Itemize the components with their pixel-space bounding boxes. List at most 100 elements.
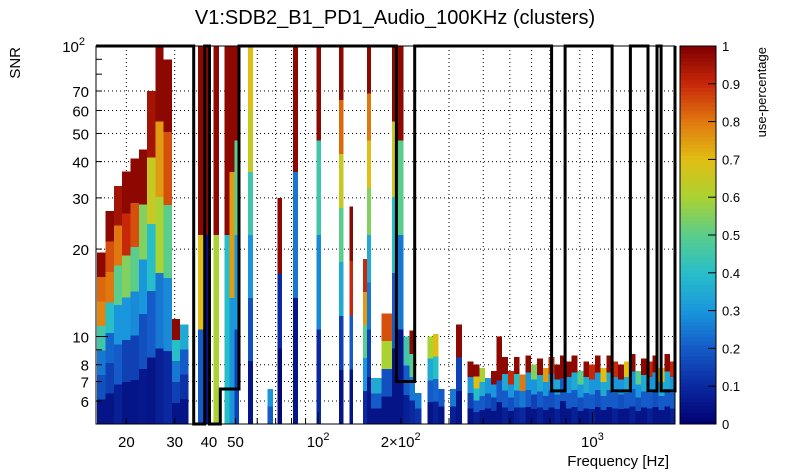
colorbar-segment	[680, 129, 716, 134]
heatmap-cell	[455, 357, 462, 391]
colorbar-segment	[680, 269, 716, 274]
colorbar-segment	[680, 204, 716, 210]
heatmap-cell	[490, 410, 497, 424]
colorbar-segment	[680, 185, 716, 191]
heatmap-cell	[224, 235, 230, 424]
heatmap-cell	[363, 258, 368, 292]
heatmap-cell	[536, 391, 543, 408]
heatmap-cell	[617, 364, 624, 380]
heatmap-cell	[565, 377, 572, 393]
heatmap-cell	[147, 157, 156, 225]
heatmap-cell	[367, 282, 372, 330]
colorbar: 0 0.1 0.2 0.3 0.4 0.5 0.6 0.7 0.8 0.9 1	[679, 39, 740, 432]
colorbar-segment	[680, 306, 716, 312]
heatmap-cell	[450, 388, 456, 407]
heatmap-cell	[171, 360, 181, 382]
heatmap-cell	[496, 358, 503, 381]
heatmap-cell	[502, 407, 509, 424]
heatmap-cell	[606, 406, 613, 424]
heatmap-cell	[600, 367, 607, 382]
heatmap-cell	[485, 393, 491, 409]
heatmap-cell	[138, 259, 148, 315]
heatmap-cell	[397, 46, 404, 141]
heatmap-cell	[427, 402, 433, 424]
heatmap-cell	[623, 392, 630, 409]
heatmap-cell	[113, 344, 123, 385]
heatmap-cell	[409, 400, 416, 424]
heatmap-cell	[392, 197, 398, 273]
heatmap-cell	[485, 408, 491, 424]
colorbar-segment	[680, 238, 716, 244]
heatmap-cell	[122, 171, 131, 214]
chart-title: V1:SDB2_B1_PD1_Audio_100KHz (clusters)	[195, 7, 595, 29]
heatmap-cell	[646, 392, 653, 409]
heatmap-cell	[155, 348, 164, 424]
colorbar-segment	[680, 197, 716, 202]
heatmap-cell	[155, 121, 164, 198]
heatmap-cell	[554, 409, 561, 424]
heatmap-cell	[571, 372, 578, 390]
heatmap-cell	[138, 314, 148, 370]
colorbar-segment	[680, 257, 716, 262]
plot-border	[95, 45, 676, 425]
colorbar-segment	[680, 340, 716, 346]
heatmap-cell	[234, 46, 240, 141]
heatmap-cell	[267, 388, 274, 407]
colorbar-segment	[680, 276, 716, 281]
colorbar-segment	[680, 374, 716, 380]
heatmap-cell	[363, 390, 368, 424]
colorbar-segment	[680, 144, 716, 149]
colorbar-segment	[680, 303, 716, 308]
heatmap-cell	[247, 235, 254, 298]
colorbar-segment	[680, 348, 716, 353]
heatmap-cell	[438, 406, 445, 424]
colorbar-segment	[680, 382, 716, 387]
heatmap-cell	[664, 389, 671, 407]
heatmap-cell	[180, 399, 189, 424]
heatmap-cell	[589, 409, 595, 424]
colorbar-segment	[680, 287, 716, 293]
heatmap-cell	[138, 149, 148, 205]
heatmap-cell	[293, 298, 299, 424]
heatmap-cell	[247, 298, 254, 361]
heatmap-cell	[496, 402, 503, 424]
colorbar-tick-label: 0.2	[722, 341, 740, 356]
heatmap-cell	[485, 377, 491, 394]
heatmap-cell	[180, 374, 189, 400]
x-axis-ticks: 20 30 40 50 102 2×102 103	[118, 412, 604, 451]
x-tick-label: 20	[118, 434, 135, 451]
heatmap-cell	[180, 349, 189, 375]
colorbar-segment	[680, 310, 716, 315]
heatmap-cell	[641, 374, 647, 392]
heatmap-cell	[105, 302, 114, 333]
x-axis-label: Frequency [Hz]	[567, 453, 669, 470]
heatmap-cell	[367, 93, 372, 141]
heatmap-cell	[409, 353, 416, 378]
heatmap-cell	[473, 388, 480, 401]
heatmap-cell	[247, 46, 254, 109]
heatmap-cells	[96, 46, 675, 424]
colorbar-segment	[680, 193, 716, 198]
x-tick-label: 40	[201, 434, 218, 451]
heatmap-cell	[670, 392, 675, 409]
heatmap-cell	[536, 358, 543, 375]
heatmap-cell	[198, 46, 205, 141]
heatmap-cell	[432, 356, 439, 380]
colorbar-segment	[680, 261, 716, 266]
heatmap-cell	[664, 406, 671, 424]
heatmap-cell	[367, 46, 372, 94]
heatmap-cell	[234, 235, 240, 330]
heatmap-cell	[105, 363, 114, 394]
heatmap-cell	[577, 397, 584, 411]
colorbar-segment	[680, 227, 716, 232]
colorbar-segment	[680, 371, 716, 376]
heatmap-cell	[617, 379, 624, 395]
colorbar-segment	[680, 389, 716, 395]
colorbar-segment	[680, 212, 716, 217]
heatmap-cell	[113, 304, 123, 345]
y-axis-label: SNR	[7, 47, 24, 79]
heatmap-cell	[198, 329, 205, 424]
colorbar-segment	[680, 46, 716, 51]
heatmap-cell	[612, 361, 618, 378]
heatmap-cell	[467, 361, 474, 378]
